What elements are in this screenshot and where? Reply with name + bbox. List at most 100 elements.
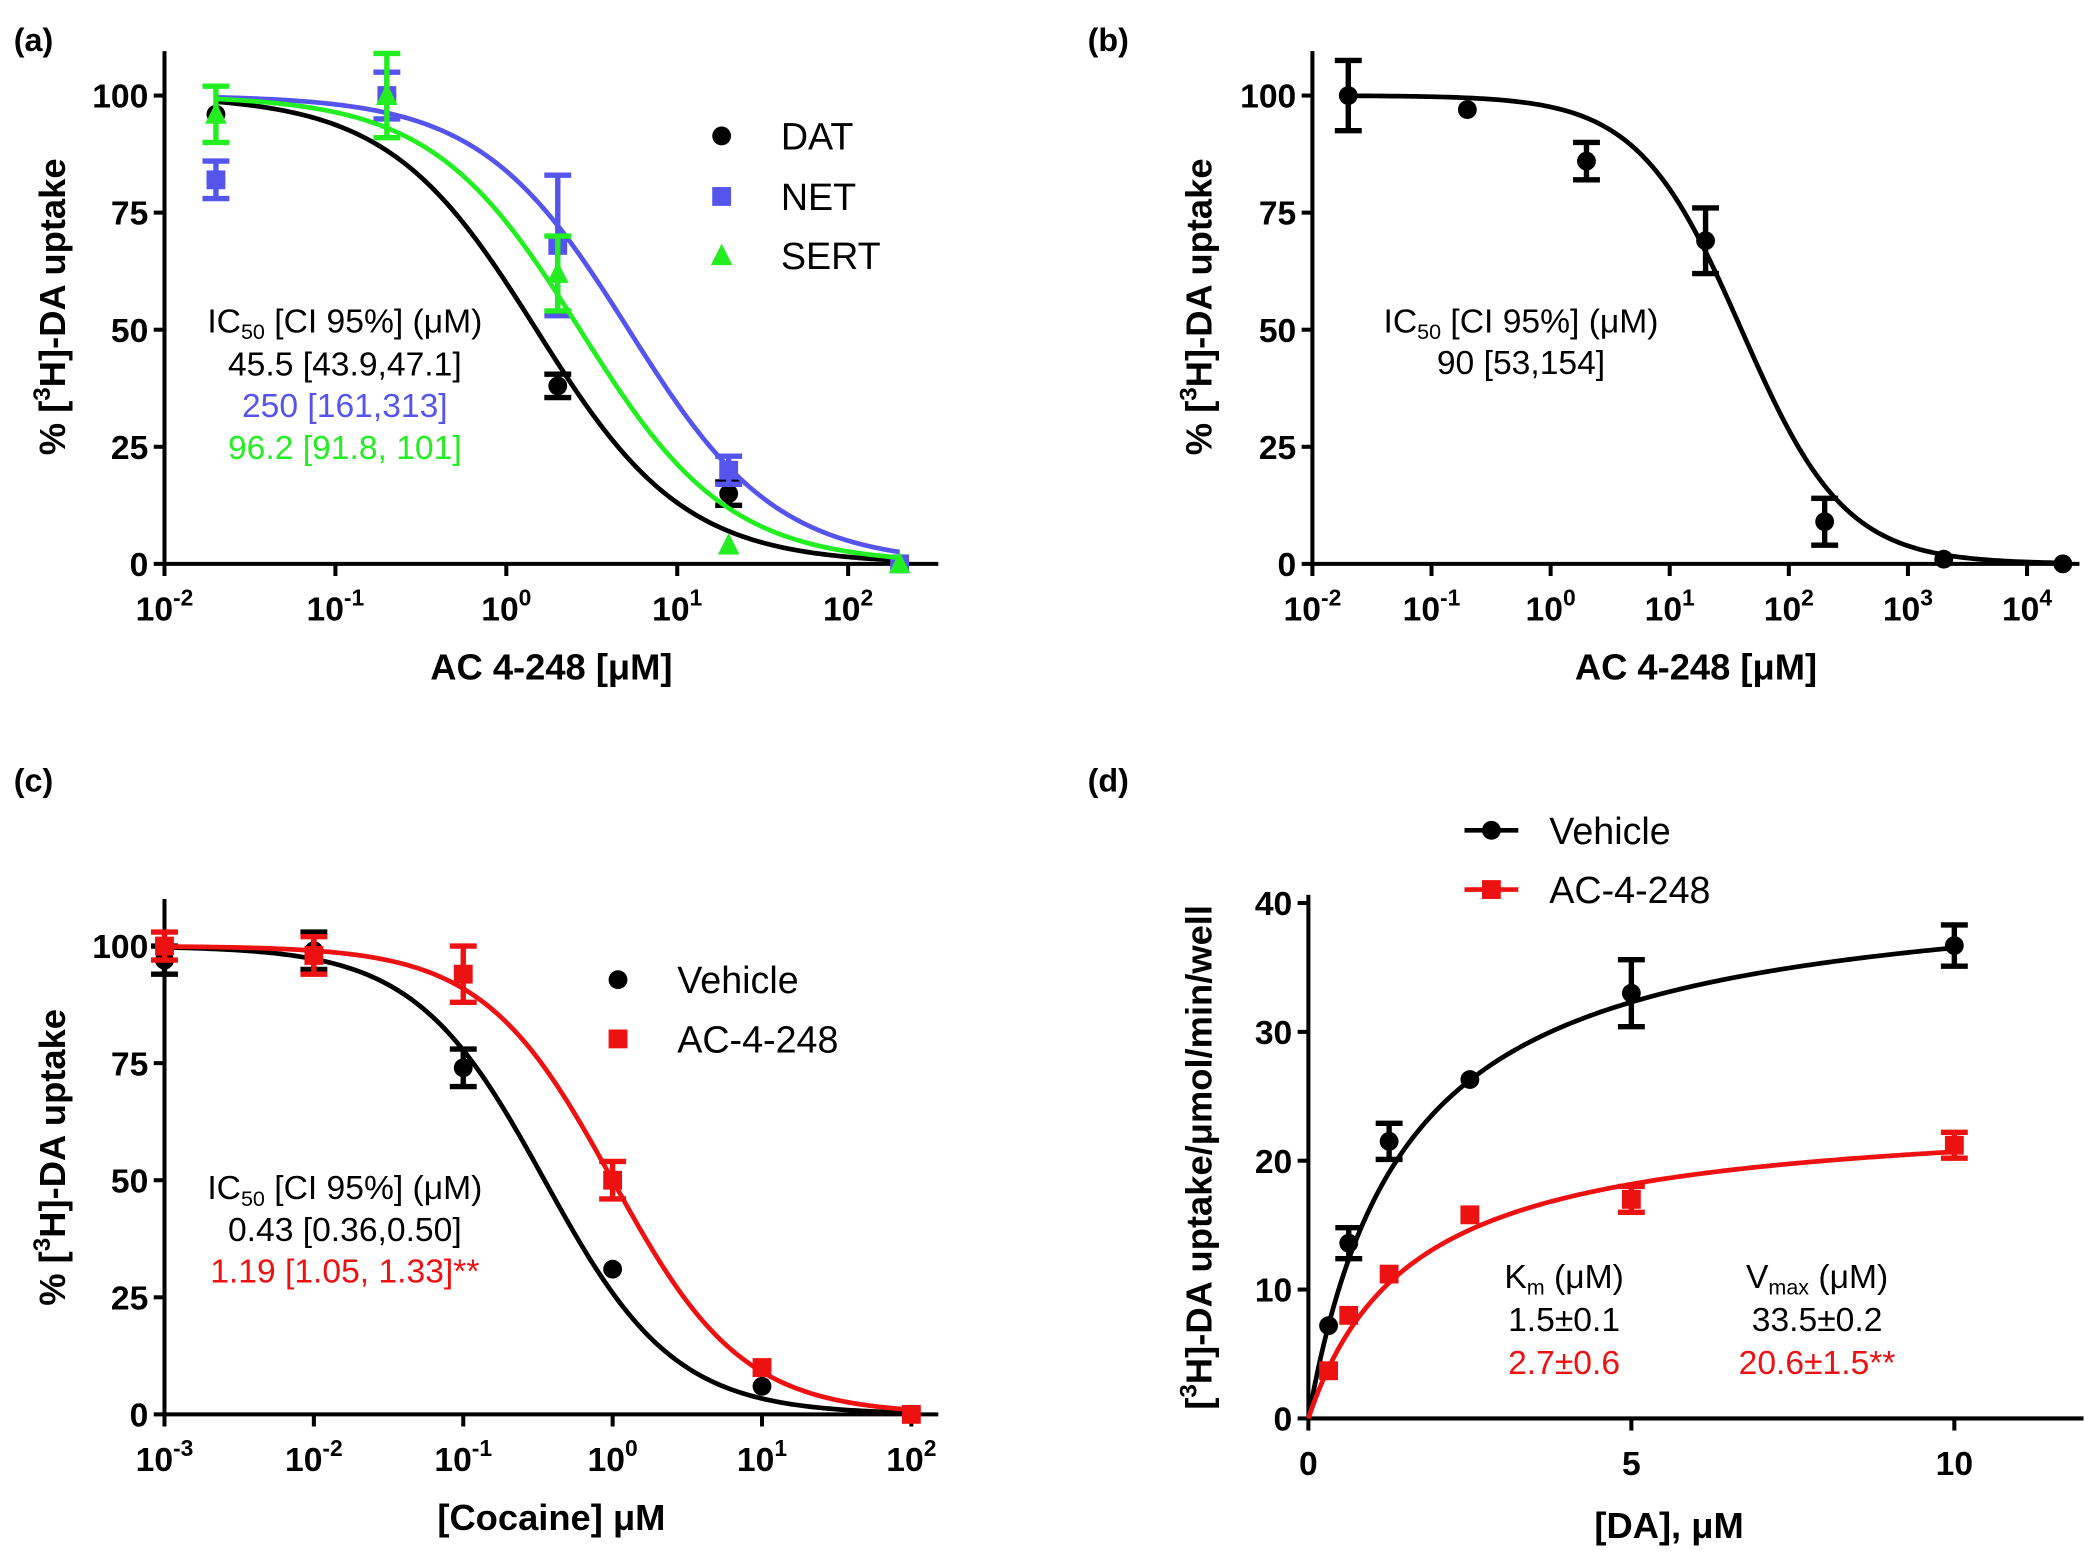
ylabel-part: % [ bbox=[1178, 401, 1219, 455]
tick-exponent: -1 bbox=[472, 1435, 493, 1461]
tick-base: 10 bbox=[1284, 591, 1321, 628]
tick-base: 10 bbox=[1883, 591, 1920, 628]
annotation-title: IC50 [CI 95%] (μM) bbox=[1384, 303, 1659, 344]
ylabel-superscript: 3 bbox=[29, 387, 56, 400]
legend-marker bbox=[1481, 820, 1501, 840]
x-tick-label: 5 bbox=[1622, 1446, 1641, 1483]
x-tick-label: 10-1 bbox=[434, 1435, 492, 1479]
title-subscript: 50 bbox=[1417, 320, 1441, 344]
title-part: K bbox=[1504, 1259, 1527, 1296]
ylabel-part: H]-DA uptake bbox=[32, 1009, 73, 1238]
annotation-value: 2.7±0.6 bbox=[1508, 1345, 1620, 1382]
data-point bbox=[1621, 1189, 1641, 1209]
title-part: V bbox=[1746, 1259, 1769, 1296]
data-point bbox=[548, 376, 568, 396]
x-tick-label: 10-1 bbox=[1403, 585, 1461, 629]
y-axis-title: [3H]-DA uptake/μmol/min/well bbox=[1176, 905, 1220, 1410]
data-point bbox=[1944, 936, 1964, 955]
tick-exponent: 0 bbox=[625, 1435, 638, 1461]
annotation-value: 33.5±0.2 bbox=[1752, 1302, 1883, 1339]
tick-base: 10 bbox=[886, 1442, 923, 1479]
tick-base: 10 bbox=[737, 1442, 774, 1479]
data-point bbox=[1379, 1131, 1399, 1151]
x-tick-label: 10-2 bbox=[285, 1435, 343, 1479]
y-tick-label: 75 bbox=[1259, 196, 1296, 233]
annotation-title: IC50 [CI 95%] (μM) bbox=[207, 1170, 482, 1211]
legend-marker bbox=[608, 970, 628, 990]
x-tick-label: 103 bbox=[1883, 585, 1933, 629]
series-ac-4-248 bbox=[1306, 1129, 1968, 1420]
data-point bbox=[1944, 1135, 1964, 1155]
title-subscript: m bbox=[1527, 1276, 1545, 1300]
data-point bbox=[155, 936, 174, 956]
annotation-value: 20.6±1.5** bbox=[1739, 1345, 1896, 1382]
tick-exponent: 1 bbox=[1682, 585, 1695, 611]
title-part: IC bbox=[207, 1170, 241, 1207]
data-point bbox=[206, 170, 226, 190]
title-part: [CI 95%] (μM) bbox=[265, 1170, 482, 1207]
legend-label: SERT bbox=[781, 235, 881, 277]
x-tick-label: 101 bbox=[1645, 585, 1695, 629]
y-tick-label: 0 bbox=[1274, 1402, 1293, 1439]
data-point bbox=[717, 533, 740, 555]
x-tick-label: 102 bbox=[886, 1435, 936, 1479]
ylabel-superscript: 3 bbox=[29, 1238, 56, 1251]
tick-exponent: -2 bbox=[1321, 585, 1341, 611]
y-tick-label: 0 bbox=[130, 1397, 149, 1434]
title-part: [CI 95%] (μM) bbox=[265, 303, 482, 340]
y-tick-label: 100 bbox=[92, 79, 148, 116]
fit-curve bbox=[215, 99, 900, 563]
data-point bbox=[1460, 1205, 1480, 1225]
data-point bbox=[1457, 100, 1477, 120]
legend-label: Vehicle bbox=[677, 959, 798, 1001]
series-sert bbox=[202, 50, 911, 574]
data-point bbox=[376, 83, 398, 105]
x-tick-label: 0 bbox=[1299, 1446, 1318, 1483]
y-tick-label: 100 bbox=[1240, 79, 1296, 116]
series-vehicle bbox=[1306, 922, 1968, 1419]
y-tick-label: 10 bbox=[1255, 1273, 1292, 1310]
annotation-value: 0.43 [0.36,0.50] bbox=[228, 1212, 462, 1249]
annotation-title: Vmax (μM) bbox=[1746, 1259, 1888, 1300]
legend-marker bbox=[608, 1029, 628, 1049]
data-point bbox=[1339, 1305, 1359, 1325]
tick-base: 10 bbox=[285, 1442, 322, 1479]
tick-exponent: -1 bbox=[1440, 585, 1461, 611]
data-point bbox=[546, 261, 569, 283]
fit-curve bbox=[164, 945, 912, 1416]
series-ac-4-248 bbox=[1334, 57, 2073, 574]
tick-exponent: 3 bbox=[1920, 585, 1933, 611]
data-point bbox=[1319, 1316, 1338, 1336]
x-tick-label: 10-2 bbox=[1284, 585, 1342, 629]
y-tick-label: 25 bbox=[111, 1280, 148, 1317]
data-point bbox=[304, 946, 324, 965]
annotation-value: 96.2 [91.8, 101] bbox=[228, 430, 462, 467]
data-point bbox=[2053, 554, 2073, 574]
data-point bbox=[1621, 983, 1641, 1003]
title-part: IC bbox=[1384, 303, 1418, 340]
tick-exponent: -1 bbox=[344, 585, 365, 611]
legend-label: NET bbox=[781, 176, 856, 218]
ylabel-part: % [ bbox=[32, 1251, 73, 1306]
annotation-value: 1.5±0.1 bbox=[1508, 1302, 1620, 1339]
tick-exponent: 0 bbox=[519, 585, 532, 611]
ylabel-superscript: 3 bbox=[1176, 1384, 1203, 1397]
title-subscript: max bbox=[1768, 1276, 1809, 1300]
x-tick-label: 101 bbox=[652, 585, 702, 629]
legend-label: DAT bbox=[781, 115, 854, 157]
x-tick-label: 100 bbox=[1526, 585, 1576, 629]
data-point bbox=[719, 484, 739, 504]
x-tick-label: 10-2 bbox=[136, 585, 194, 629]
tick-exponent: 0 bbox=[1563, 585, 1576, 611]
tick-exponent: 2 bbox=[1801, 585, 1814, 611]
data-point bbox=[752, 1358, 772, 1377]
tick-base: 10 bbox=[823, 591, 860, 628]
legend-marker bbox=[710, 243, 733, 266]
data-point bbox=[1379, 1264, 1399, 1284]
legend-label: Vehicle bbox=[1549, 810, 1670, 852]
x-tick-label: 10-1 bbox=[307, 585, 365, 629]
y-tick-label: 30 bbox=[1255, 1015, 1292, 1052]
